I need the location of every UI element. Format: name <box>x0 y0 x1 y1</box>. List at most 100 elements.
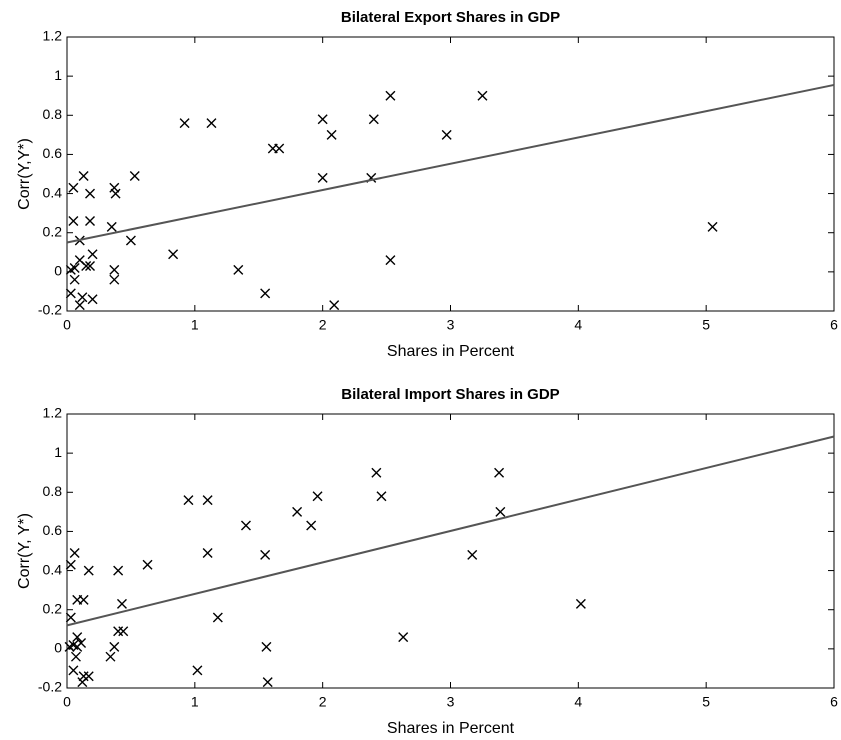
data-point <box>467 549 478 560</box>
data-point <box>65 559 76 570</box>
data-point <box>179 118 190 129</box>
x-tick-label: 5 <box>702 694 710 710</box>
x-tick-label: 1 <box>191 694 199 710</box>
data-point <box>78 170 89 181</box>
y-tick-label: 0 <box>54 640 62 656</box>
y-axis-label: Corr(Y, Y*) <box>16 513 33 589</box>
x-tick-label: 5 <box>702 317 710 333</box>
data-point <box>168 249 179 260</box>
y-tick-label: -0.2 <box>38 679 62 695</box>
data-point <box>368 114 379 125</box>
data-point <box>385 90 396 101</box>
data-point <box>306 520 317 531</box>
data-point <box>77 677 88 688</box>
data-point <box>202 547 213 558</box>
data-point <box>68 215 79 226</box>
data-point <box>240 520 251 531</box>
data-point <box>317 172 328 183</box>
data-point <box>376 491 387 502</box>
data-point <box>398 632 409 643</box>
chart-title: Bilateral Import Shares in GDP <box>341 386 559 403</box>
y-tick-label: 0.2 <box>43 223 63 239</box>
data-point <box>81 260 92 271</box>
data-point <box>575 598 586 609</box>
data-point <box>70 651 81 662</box>
data-point <box>106 221 117 232</box>
data-point <box>83 565 94 576</box>
data-point <box>292 506 303 517</box>
data-point <box>212 612 223 623</box>
data-point <box>109 264 120 275</box>
fit-line <box>66 83 835 244</box>
y-tick-label: 1.2 <box>43 28 63 44</box>
x-axis-label: Shares in Percent <box>387 720 515 737</box>
data-point <box>69 274 80 285</box>
y-tick-label: 1 <box>54 67 62 83</box>
data-point <box>116 598 127 609</box>
x-tick-label: 0 <box>63 317 71 333</box>
x-tick-label: 2 <box>319 317 327 333</box>
data-point <box>118 626 129 637</box>
y-tick-label: -0.2 <box>38 302 62 318</box>
data-point <box>317 114 328 125</box>
data-point <box>192 665 203 676</box>
data-point <box>477 90 488 101</box>
data-point <box>261 641 272 652</box>
data-point <box>105 651 116 662</box>
data-point <box>260 549 271 560</box>
data-point <box>494 467 505 478</box>
y-tick-label: 0.4 <box>43 184 63 200</box>
data-point <box>385 255 396 266</box>
x-tick-label: 0 <box>63 694 71 710</box>
data-point <box>113 626 124 637</box>
x-axis-label: Shares in Percent <box>387 343 515 360</box>
data-point <box>69 547 80 558</box>
data-point <box>109 274 120 285</box>
data-point <box>441 129 452 140</box>
data-point <box>72 641 83 652</box>
data-point <box>74 300 85 311</box>
x-tick-label: 2 <box>319 694 327 710</box>
data-point <box>87 249 98 260</box>
y-tick-label: 0.6 <box>43 145 63 161</box>
data-point <box>85 188 96 199</box>
data-point <box>262 677 273 688</box>
data-point <box>312 491 323 502</box>
data-point <box>77 292 88 303</box>
data-point <box>87 294 98 305</box>
x-tick-label: 6 <box>830 317 838 333</box>
data-point <box>371 467 382 478</box>
data-point <box>233 264 244 275</box>
fit-line <box>66 435 835 627</box>
data-point <box>65 288 76 299</box>
x-tick-label: 3 <box>447 317 455 333</box>
data-point <box>110 188 121 199</box>
data-point <box>495 506 506 517</box>
data-point <box>64 641 75 652</box>
data-point <box>65 612 76 623</box>
data-point <box>65 264 76 275</box>
data-point <box>109 182 120 193</box>
data-point <box>109 641 120 652</box>
x-tick-label: 4 <box>574 694 582 710</box>
y-tick-label: 0.4 <box>43 561 63 577</box>
data-point <box>206 118 217 129</box>
data-point <box>125 235 136 246</box>
data-point <box>78 594 89 605</box>
data-point <box>113 565 124 576</box>
data-point <box>72 632 83 643</box>
y-tick-label: 0 <box>54 263 62 279</box>
data-point <box>326 129 337 140</box>
y-tick-label: 0.8 <box>43 106 63 122</box>
y-tick-label: 0.2 <box>43 600 63 616</box>
plot-frame <box>66 413 835 689</box>
data-point <box>68 665 79 676</box>
chart-panel: Bilateral Import Shares in GDP Shares in … <box>16 386 838 737</box>
y-tick-label: 0.8 <box>43 483 63 499</box>
data-point <box>68 182 79 193</box>
data-point <box>274 143 285 154</box>
data-point <box>85 260 96 271</box>
x-tick-label: 4 <box>574 317 582 333</box>
data-point <box>202 495 213 506</box>
